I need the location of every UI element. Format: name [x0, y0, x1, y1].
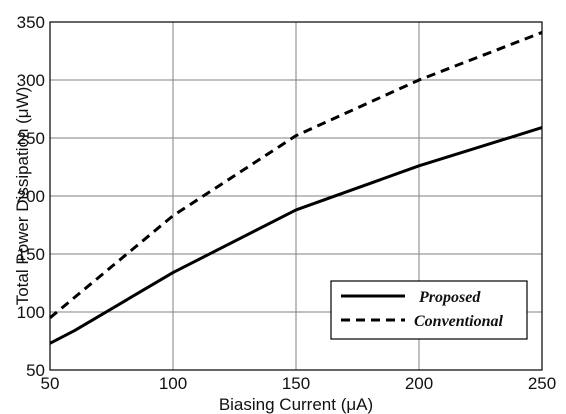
x-tick-labels: 50 100 150 200 250	[41, 374, 557, 393]
x-tick-label: 200	[405, 374, 433, 393]
legend: Proposed Conventional	[330, 280, 528, 340]
series-line-conventional	[49, 31, 543, 319]
y-tick-label: 150	[17, 245, 45, 264]
series-line-proposed	[49, 126, 543, 345]
y-tick-label: 200	[17, 187, 45, 206]
legend-box	[330, 280, 528, 340]
x-tick-label: 100	[159, 374, 187, 393]
y-tick-label: 350	[17, 13, 45, 32]
y-tick-label: 100	[17, 303, 45, 322]
legend-label-conventional: Conventional	[414, 313, 503, 330]
y-tick-label: 250	[17, 129, 45, 148]
series-lines	[49, 31, 543, 345]
x-axis-label: Biasing Current (μA)	[219, 395, 373, 414]
y-axis-label: Total Power Dissipation (μW)	[13, 87, 32, 306]
y-tick-label: 300	[17, 71, 45, 90]
y-tick-label: 50	[26, 361, 45, 380]
plot-frame	[49, 21, 543, 371]
grid	[49, 21, 543, 371]
x-tick-label: 150	[282, 374, 310, 393]
legend-label-proposed: Proposed	[418, 289, 481, 306]
x-tick-label: 50	[41, 374, 60, 393]
x-tick-label: 250	[528, 374, 556, 393]
y-tick-labels: 50 100 150 200 250 300 350	[17, 13, 45, 380]
